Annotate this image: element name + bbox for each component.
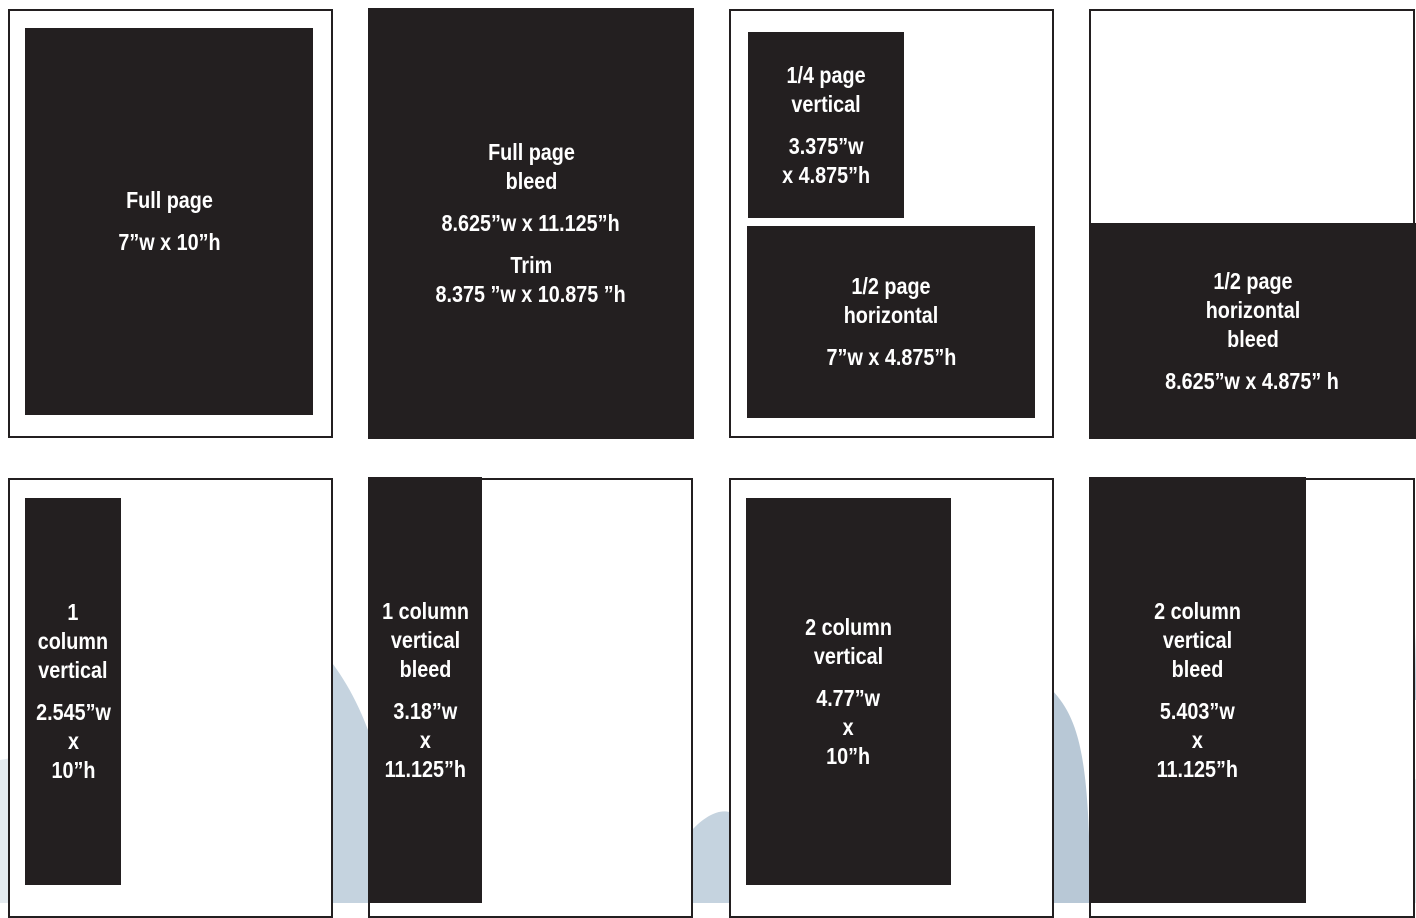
ad-full-page: Full page 7”w x 10”h [25, 28, 313, 415]
ad-half-page-horizontal: 1/2 page horizontal 7”w x 4.875”h [747, 226, 1035, 418]
ad-dimensions: 8.625”w x 11.125”h [441, 210, 621, 236]
ad-label: 2 column vertical [805, 613, 892, 669]
ad-label: 1 column vertical [37, 599, 109, 683]
ad-dimensions: 3.375”w x 4.875”h [782, 132, 870, 188]
ad-one-column-vertical-bleed: 1 column vertical bleed 3.18”w x 11.125”… [368, 477, 482, 903]
trim-dimensions: 8.375 ”w x 10.875 ”h [435, 281, 627, 307]
ad-one-column-vertical: 1 column vertical 2.545”w x 10”h [25, 498, 121, 885]
ad-two-column-vertical-bleed: 2 column vertical bleed 5.403”w x 11.125… [1089, 477, 1306, 903]
ad-dimensions: 4.77”w x 10”h [816, 684, 881, 769]
ad-label: 1 column vertical bleed [381, 597, 469, 682]
ad-two-column-vertical: 2 column vertical 4.77”w x 10”h [746, 498, 951, 885]
ad-label: Full page [125, 187, 213, 213]
ad-label: 2 column vertical bleed [1154, 597, 1241, 682]
ad-quarter-page-vertical: 1/4 page vertical 3.375”w x 4.875”h [748, 32, 904, 218]
ad-dimensions: 7”w x 4.875”h [826, 344, 956, 370]
ad-full-page-bleed: Full page bleed 8.625”w x 11.125”h Trim … [368, 8, 694, 439]
ad-dimensions: 5.403”w x 11.125”h [1156, 697, 1239, 782]
ad-label: 1/4 page vertical [786, 61, 866, 117]
ad-dimensions: 3.18”w x 11.125”h [384, 697, 466, 782]
ad-label: Full page bleed [487, 139, 575, 194]
ad-label: 1/2 page horizontal [843, 273, 939, 328]
ad-half-page-horizontal-bleed: 1/2 page horizontal bleed 8.625”w x 4.87… [1089, 223, 1416, 439]
trim-label: Trim [510, 252, 552, 278]
ad-dimensions: 8.625”w x 4.875” h [1165, 367, 1340, 394]
ad-dimensions: 2.545”w x 10”h [35, 699, 111, 783]
ad-dimensions: 7”w x 10”h [117, 229, 221, 255]
ad-label: 1/2 page horizontal bleed [1205, 267, 1300, 352]
